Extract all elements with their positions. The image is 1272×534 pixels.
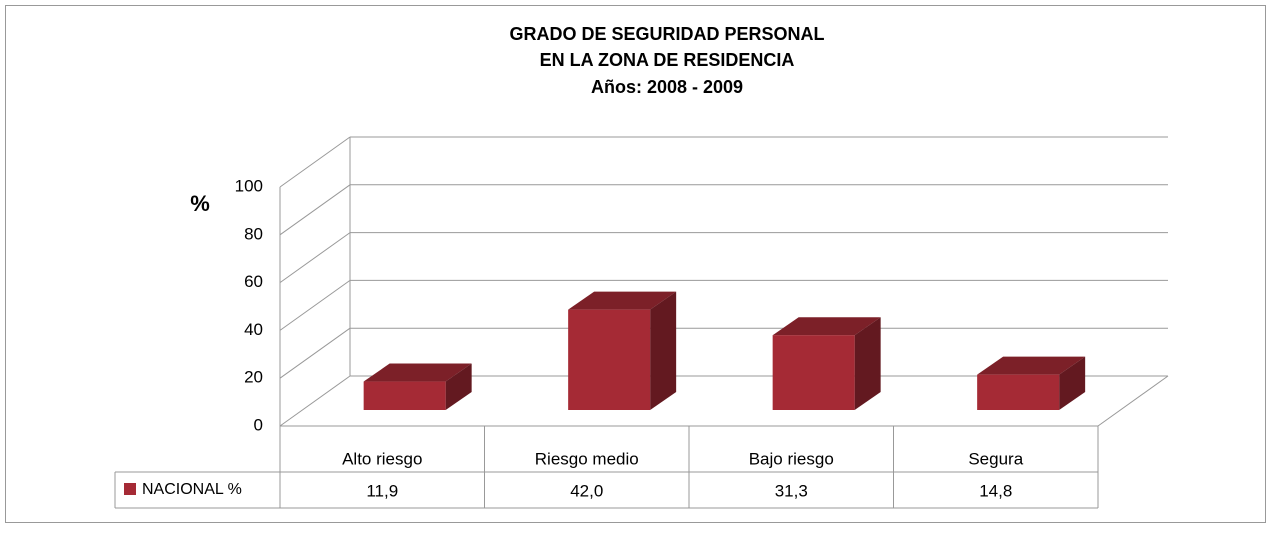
bar-top xyxy=(568,291,677,310)
x-tick-label: Segura xyxy=(968,449,1023,468)
grid-line xyxy=(279,184,351,236)
y-tick-label: 80 xyxy=(244,224,263,243)
bar-side xyxy=(650,291,677,410)
y-tick-label: 100 xyxy=(235,176,263,195)
grid-line xyxy=(279,279,351,331)
data-label: 42,0 xyxy=(570,481,603,500)
y-tick-label: 0 xyxy=(254,415,263,434)
y-tick-label: 20 xyxy=(244,368,263,387)
chart-border xyxy=(5,5,1266,523)
bar-side xyxy=(445,363,472,410)
grid-line xyxy=(279,232,351,284)
chart-title: Años: 2008 - 2009 xyxy=(591,77,743,97)
legend-label: NACIONAL % xyxy=(142,481,242,498)
grid-line xyxy=(279,136,351,188)
bar xyxy=(363,381,446,410)
x-tick-label: Alto riesgo xyxy=(342,449,422,468)
floor-edge xyxy=(1097,375,1169,427)
grid-line xyxy=(279,375,351,427)
chart-title: EN LA ZONA DE RESIDENCIA xyxy=(540,50,795,70)
bar-top xyxy=(363,363,472,382)
y-tick-label: 40 xyxy=(244,320,263,339)
grid-line xyxy=(279,327,351,379)
y-axis-label: % xyxy=(190,191,210,216)
y-tick-label: 60 xyxy=(244,272,263,291)
data-label: 31,3 xyxy=(775,481,808,500)
bar xyxy=(977,374,1060,410)
bar-side xyxy=(854,317,881,410)
bar-top xyxy=(977,356,1086,375)
x-tick-label: Bajo riesgo xyxy=(749,449,834,468)
data-label: 11,9 xyxy=(366,481,398,500)
bar-side xyxy=(1059,356,1086,410)
legend-swatch xyxy=(124,483,136,495)
x-tick-label: Riesgo medio xyxy=(535,449,639,468)
bar xyxy=(772,335,855,410)
bar xyxy=(568,309,651,410)
data-label: 14,8 xyxy=(979,481,1012,500)
bar-top xyxy=(772,317,881,336)
chart-title: GRADO DE SEGURIDAD PERSONAL xyxy=(509,24,824,44)
